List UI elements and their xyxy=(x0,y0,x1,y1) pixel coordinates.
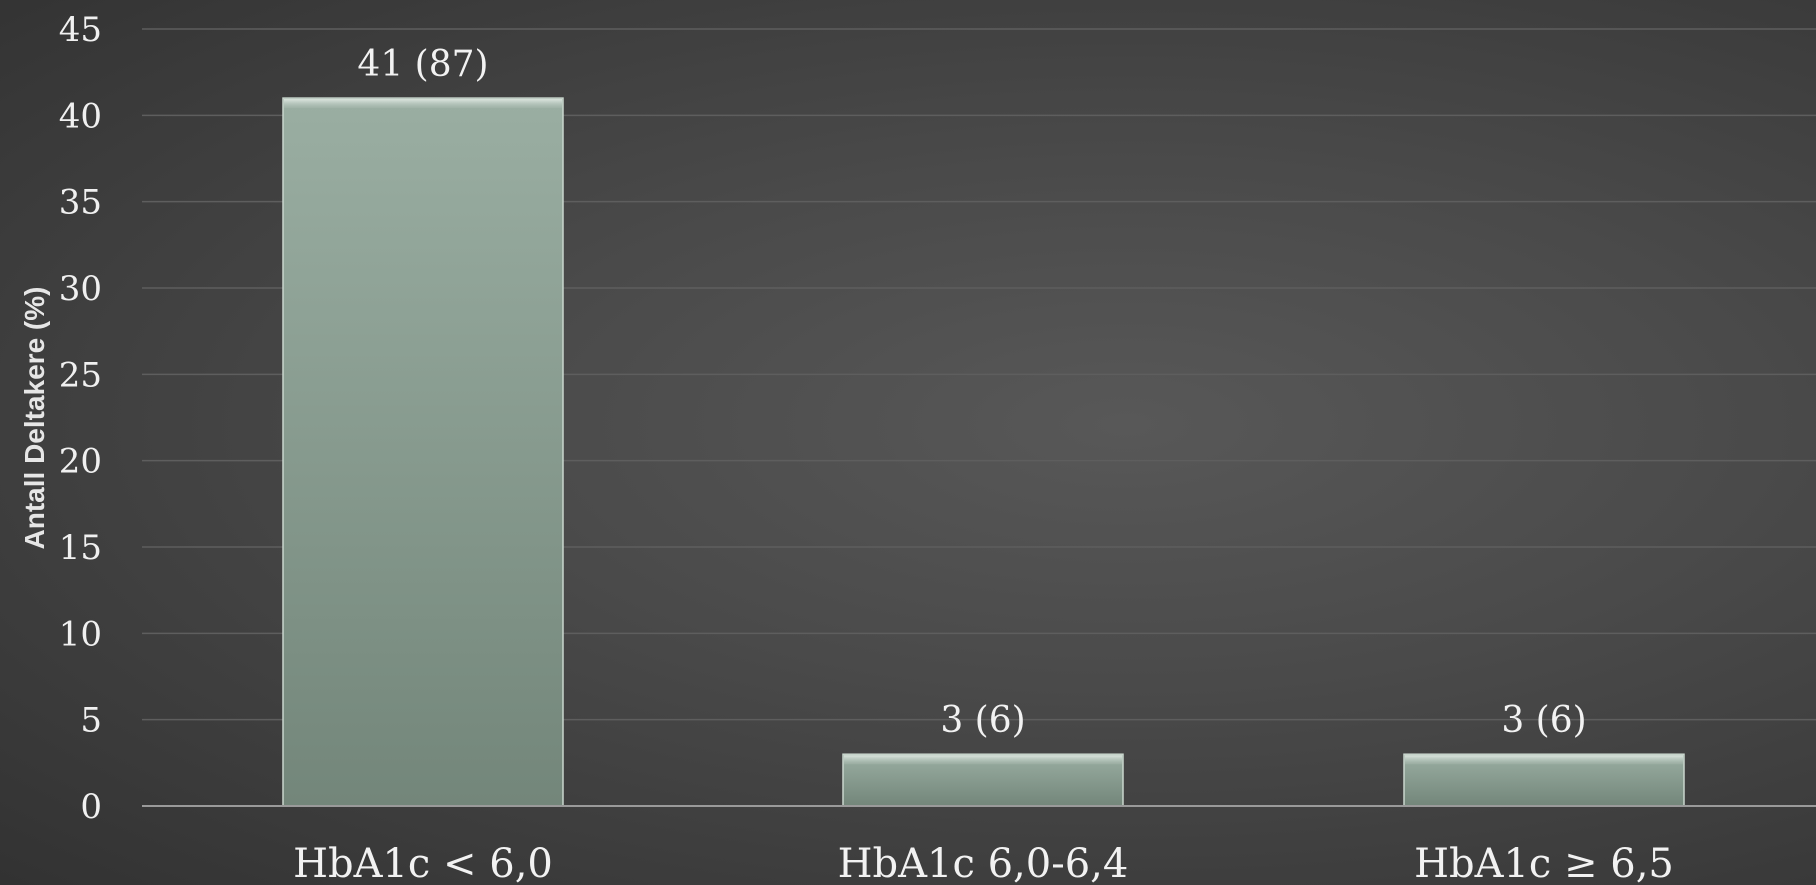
y-tick-label: 0 xyxy=(80,787,102,827)
y-tick-label: 25 xyxy=(59,355,102,395)
x-category-label: HbA1c 6,0-6,4 xyxy=(838,841,1129,885)
y-tick-label: 30 xyxy=(59,269,102,309)
y-tick-label: 20 xyxy=(59,442,102,482)
y-axis-title: Antall Deltakere (%) xyxy=(19,287,50,550)
bar-bevel xyxy=(844,755,1122,765)
y-tick-label: 45 xyxy=(59,10,102,50)
x-category-label: HbA1c ≥ 6,5 xyxy=(1414,841,1674,885)
y-tick-label: 5 xyxy=(80,701,102,741)
y-tick-label: 10 xyxy=(59,614,102,654)
bar-data-label: 3 (6) xyxy=(1501,700,1586,741)
y-axis-ticks: 0 5 10 15 20 25 30 35 40 45 xyxy=(59,10,102,827)
data-labels: 41 (87) 3 (6) 3 (6) xyxy=(357,44,1586,741)
bar-data-label: 41 (87) xyxy=(357,44,488,85)
bar-bevel xyxy=(1405,755,1683,765)
y-tick-label: 15 xyxy=(59,528,102,568)
bars xyxy=(282,97,1685,807)
bar-data-label: 3 (6) xyxy=(940,700,1025,741)
y-tick-label: 40 xyxy=(59,96,102,136)
x-category-label: HbA1c < 6,0 xyxy=(293,841,553,885)
y-tick-label: 35 xyxy=(59,183,102,223)
bar-bevel xyxy=(284,99,562,109)
x-axis-categories: HbA1c < 6,0 HbA1c 6,0-6,4 HbA1c ≥ 6,5 xyxy=(293,841,1674,885)
bar xyxy=(282,97,564,807)
